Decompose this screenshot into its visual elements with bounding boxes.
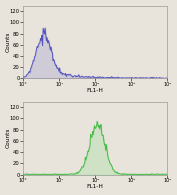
- Y-axis label: Counts: Counts: [5, 128, 11, 148]
- X-axis label: FL1-H: FL1-H: [87, 88, 104, 93]
- Y-axis label: Counts: Counts: [5, 32, 11, 52]
- X-axis label: FL1-H: FL1-H: [87, 184, 104, 190]
